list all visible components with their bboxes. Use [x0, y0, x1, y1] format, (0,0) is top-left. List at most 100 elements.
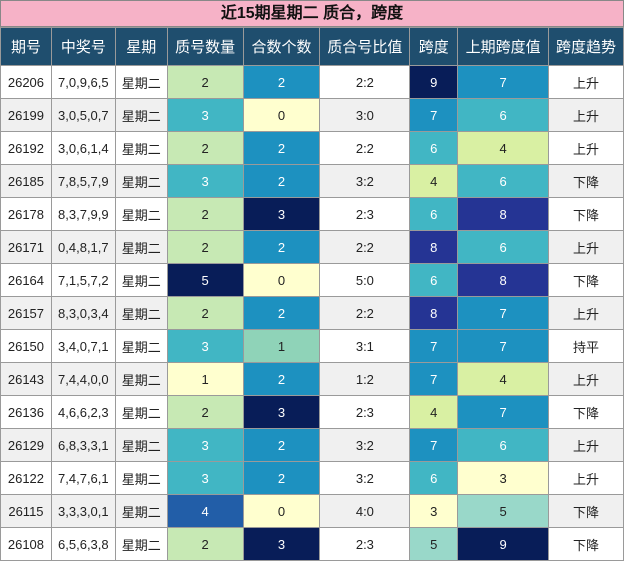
cell-span: 8	[409, 230, 459, 264]
cell-ratio: 3:2	[319, 428, 411, 462]
table-row: 26143 7,4,4,0,0 星期二 1 2 1:2 7 4 上升	[0, 362, 624, 396]
table-row: 26164 7,1,5,7,2 星期二 5 0 5:0 6 8 下降	[0, 263, 624, 297]
cell-span: 7	[409, 98, 459, 132]
cell-issue: 26115	[0, 494, 52, 528]
col-header-weekday: 星期	[114, 27, 168, 66]
cell-span: 6	[409, 131, 459, 165]
col-header-trend: 跨度趋势	[548, 27, 624, 66]
cell-weekday: 星期二	[114, 65, 168, 99]
cell-ratio: 3:2	[319, 164, 411, 198]
cell-ratio: 2:3	[319, 197, 411, 231]
cell-numbers: 3,0,5,0,7	[50, 98, 116, 132]
cell-trend: 上升	[548, 461, 624, 495]
cell-composite-count: 2	[242, 461, 321, 495]
cell-prime-count: 5	[166, 263, 244, 297]
cell-trend: 下降	[548, 164, 624, 198]
cell-span: 6	[409, 263, 459, 297]
cell-weekday: 星期二	[114, 164, 168, 198]
cell-issue: 26122	[0, 461, 52, 495]
cell-issue: 26136	[0, 395, 52, 429]
cell-prime-count: 2	[166, 131, 244, 165]
cell-ratio: 2:3	[319, 527, 411, 561]
cell-prev-span: 6	[457, 230, 550, 264]
cell-numbers: 3,0,6,1,4	[50, 131, 116, 165]
cell-composite-count: 0	[242, 98, 321, 132]
cell-prev-span: 4	[457, 362, 550, 396]
cell-issue: 26206	[0, 65, 52, 99]
col-header-span: 跨度	[409, 27, 459, 66]
cell-prime-count: 3	[166, 329, 244, 363]
cell-composite-count: 3	[242, 527, 321, 561]
cell-prev-span: 7	[457, 296, 550, 330]
cell-weekday: 星期二	[114, 494, 168, 528]
table-row: 26199 3,0,5,0,7 星期二 3 0 3:0 7 6 上升	[0, 98, 624, 132]
cell-ratio: 4:0	[319, 494, 411, 528]
cell-prime-count: 4	[166, 494, 244, 528]
cell-trend: 上升	[548, 296, 624, 330]
cell-issue: 26150	[0, 329, 52, 363]
cell-prev-span: 8	[457, 197, 550, 231]
cell-composite-count: 1	[242, 329, 321, 363]
cell-weekday: 星期二	[114, 263, 168, 297]
cell-trend: 上升	[548, 131, 624, 165]
cell-issue: 26199	[0, 98, 52, 132]
cell-weekday: 星期二	[114, 131, 168, 165]
cell-numbers: 6,8,3,3,1	[50, 428, 116, 462]
cell-trend: 上升	[548, 362, 624, 396]
cell-trend: 下降	[548, 494, 624, 528]
table-row: 26136 4,6,6,2,3 星期二 2 3 2:3 4 7 下降	[0, 395, 624, 429]
col-header-ratio: 质合号比值	[319, 27, 411, 66]
cell-composite-count: 2	[242, 428, 321, 462]
cell-ratio: 5:0	[319, 263, 411, 297]
cell-prime-count: 1	[166, 362, 244, 396]
table-row: 26185 7,8,5,7,9 星期二 3 2 3:2 4 6 下降	[0, 164, 624, 198]
cell-span: 7	[409, 428, 459, 462]
cell-trend: 下降	[548, 197, 624, 231]
col-header-composite-count: 合数个数	[242, 27, 321, 66]
cell-numbers: 7,4,7,6,1	[50, 461, 116, 495]
cell-ratio: 2:2	[319, 131, 411, 165]
cell-numbers: 8,3,7,9,9	[50, 197, 116, 231]
cell-span: 4	[409, 164, 459, 198]
cell-numbers: 3,3,3,0,1	[50, 494, 116, 528]
table-title: 近15期星期二 质合，跨度	[0, 0, 624, 27]
table-row: 26171 0,4,8,1,7 星期二 2 2 2:2 8 6 上升	[0, 230, 624, 264]
cell-ratio: 2:2	[319, 296, 411, 330]
header-row: 期号 中奖号 星期 质号数量 合数个数 质合号比值 跨度 上期跨度值 跨度趋势	[0, 27, 624, 66]
cell-prime-count: 2	[166, 65, 244, 99]
cell-ratio: 3:1	[319, 329, 411, 363]
table-row: 26192 3,0,6,1,4 星期二 2 2 2:2 6 4 上升	[0, 131, 624, 165]
cell-span: 7	[409, 329, 459, 363]
cell-composite-count: 2	[242, 131, 321, 165]
cell-trend: 持平	[548, 329, 624, 363]
cell-weekday: 星期二	[114, 395, 168, 429]
cell-span: 5	[409, 527, 459, 561]
cell-composite-count: 3	[242, 395, 321, 429]
table-row: 26122 7,4,7,6,1 星期二 3 2 3:2 6 3 上升	[0, 461, 624, 495]
cell-prev-span: 3	[457, 461, 550, 495]
cell-numbers: 6,5,6,3,8	[50, 527, 116, 561]
cell-numbers: 4,6,6,2,3	[50, 395, 116, 429]
cell-ratio: 2:2	[319, 230, 411, 264]
table-row: 26108 6,5,6,3,8 星期二 2 3 2:3 5 9 下降	[0, 527, 624, 561]
cell-span: 4	[409, 395, 459, 429]
cell-prev-span: 4	[457, 131, 550, 165]
cell-prime-count: 2	[166, 527, 244, 561]
table-row: 26178 8,3,7,9,9 星期二 2 3 2:3 6 8 下降	[0, 197, 624, 231]
cell-issue: 26164	[0, 263, 52, 297]
cell-prev-span: 6	[457, 164, 550, 198]
cell-issue: 26129	[0, 428, 52, 462]
table-row: 26206 7,0,9,6,5 星期二 2 2 2:2 9 7 上升	[0, 65, 624, 99]
cell-trend: 下降	[548, 527, 624, 561]
cell-weekday: 星期二	[114, 197, 168, 231]
cell-ratio: 3:2	[319, 461, 411, 495]
cell-weekday: 星期二	[114, 296, 168, 330]
cell-trend: 上升	[548, 230, 624, 264]
cell-ratio: 2:3	[319, 395, 411, 429]
cell-numbers: 8,3,0,3,4	[50, 296, 116, 330]
cell-weekday: 星期二	[114, 230, 168, 264]
cell-issue: 26143	[0, 362, 52, 396]
cell-composite-count: 3	[242, 197, 321, 231]
cell-trend: 上升	[548, 65, 624, 99]
